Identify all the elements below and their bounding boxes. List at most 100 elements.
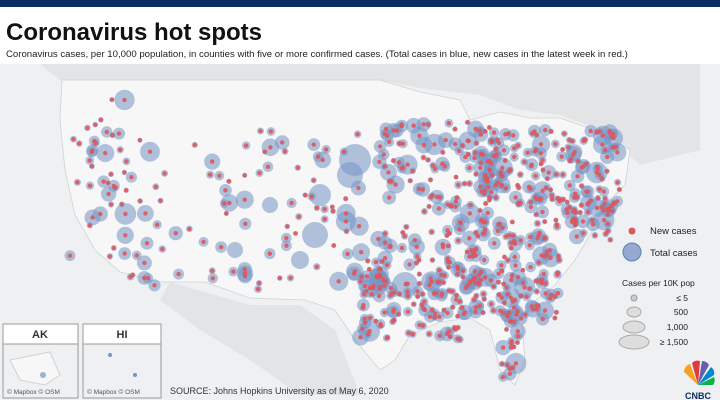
bubble [445, 228, 450, 233]
subtitle: Coronavirus cases, per 10,000 population… [6, 49, 628, 60]
bubble [508, 277, 514, 283]
bubble [534, 306, 539, 312]
bubble [555, 272, 560, 277]
bubble [454, 195, 460, 200]
bubble [284, 235, 289, 241]
bubble [382, 310, 387, 315]
bubble [487, 194, 492, 200]
bubble [417, 133, 422, 138]
bubble [217, 173, 222, 178]
bubble [611, 132, 616, 137]
bubble [415, 289, 420, 294]
bubble [158, 198, 163, 203]
bubble [453, 141, 458, 147]
bubble [499, 361, 505, 367]
bubble [397, 291, 402, 297]
bubble [513, 263, 518, 268]
bubble [477, 303, 483, 308]
bubble [541, 271, 546, 276]
bubble [421, 306, 426, 311]
bubble [455, 336, 460, 341]
bubble [548, 187, 553, 192]
bubble [445, 310, 450, 316]
bubble [534, 147, 539, 153]
bubble [460, 274, 466, 280]
bubble [414, 244, 419, 249]
bubble [552, 315, 558, 321]
bubble [518, 200, 523, 205]
bubble [509, 245, 514, 251]
bubble [473, 171, 479, 177]
bubble [540, 188, 545, 193]
bubble [575, 159, 581, 164]
bubble [538, 161, 544, 167]
bubble [509, 340, 514, 346]
bubble [584, 161, 589, 166]
bubble [366, 332, 371, 337]
hawaii-inset: HI © Mapbox © OSM [82, 323, 162, 399]
bubble [464, 249, 470, 255]
bubble [124, 188, 129, 193]
bubble [566, 145, 571, 150]
bubble [482, 227, 488, 232]
bubble [500, 374, 506, 380]
bubble [509, 240, 514, 245]
bubble [501, 310, 506, 315]
bubble [369, 291, 374, 297]
bubble [432, 315, 437, 320]
bubble [430, 193, 435, 198]
bubble [134, 253, 139, 258]
bubble [481, 291, 486, 297]
bubble [445, 256, 450, 261]
bubble [605, 212, 610, 217]
bubble [518, 293, 524, 299]
bubble [562, 131, 567, 136]
bubble [210, 276, 215, 281]
bubble [430, 257, 435, 263]
bubble [277, 275, 282, 281]
bubble [406, 330, 411, 336]
bubble [482, 191, 487, 196]
bubble [288, 275, 293, 281]
bubble [142, 260, 147, 266]
bubble [108, 172, 114, 177]
bubble [567, 205, 572, 210]
bubble [505, 314, 510, 319]
logo-feather [698, 367, 715, 385]
bubble [455, 314, 460, 319]
bubble [575, 174, 580, 179]
bubble [428, 276, 433, 281]
bubble [516, 334, 521, 339]
bubble [590, 222, 596, 227]
bubble [503, 186, 509, 191]
bubble [345, 251, 350, 257]
bubble [89, 164, 95, 169]
bubble [544, 185, 549, 190]
bubble [210, 159, 215, 164]
bubble [143, 211, 148, 216]
bubble [473, 280, 478, 285]
bubble [505, 258, 510, 263]
legend-swatch [628, 227, 636, 235]
bubble [358, 335, 363, 340]
bubble [405, 294, 411, 299]
bubble [457, 227, 462, 232]
bubble [579, 203, 584, 208]
bubble [391, 128, 396, 133]
bubble [376, 293, 382, 299]
bubble [473, 309, 478, 314]
bubble [405, 281, 410, 286]
bubble [500, 225, 505, 230]
bubble [153, 184, 158, 189]
bubble [511, 133, 516, 138]
bubble [605, 221, 610, 227]
bubble [447, 231, 452, 236]
bubble [430, 163, 436, 168]
bubble [110, 133, 115, 138]
bubble [377, 159, 382, 165]
bubble [530, 306, 536, 312]
bubble [560, 147, 565, 152]
alaska-inset: AK © Mapbox © OSM [2, 323, 79, 399]
bubble [258, 128, 263, 134]
